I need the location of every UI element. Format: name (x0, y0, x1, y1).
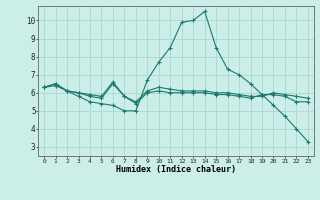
X-axis label: Humidex (Indice chaleur): Humidex (Indice chaleur) (116, 165, 236, 174)
